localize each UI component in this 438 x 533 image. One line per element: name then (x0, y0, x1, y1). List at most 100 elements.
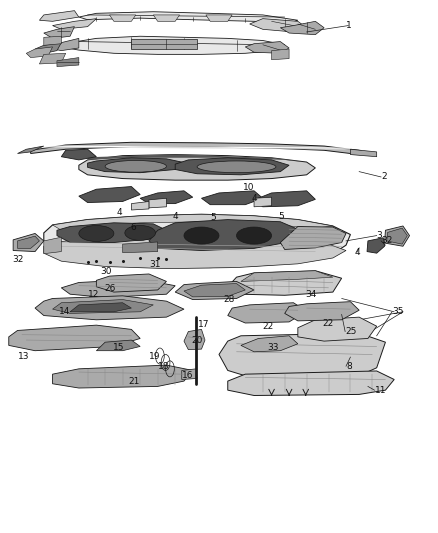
Polygon shape (61, 279, 175, 297)
Text: 4: 4 (116, 208, 122, 216)
Polygon shape (280, 227, 346, 249)
Polygon shape (88, 158, 184, 173)
Polygon shape (53, 300, 153, 313)
Polygon shape (175, 281, 254, 300)
Polygon shape (149, 198, 166, 208)
Polygon shape (350, 149, 377, 157)
Polygon shape (31, 142, 368, 155)
Polygon shape (35, 43, 61, 54)
Polygon shape (250, 19, 307, 32)
Polygon shape (298, 317, 377, 341)
Text: 2: 2 (381, 173, 387, 181)
Polygon shape (153, 15, 180, 21)
Text: 32: 32 (12, 255, 24, 263)
Text: 31: 31 (149, 261, 160, 269)
Polygon shape (228, 371, 394, 395)
Polygon shape (110, 15, 136, 21)
Polygon shape (131, 201, 149, 210)
Polygon shape (228, 271, 342, 295)
Text: 35: 35 (392, 308, 403, 316)
Ellipse shape (125, 225, 155, 240)
Text: 19: 19 (149, 352, 160, 360)
Text: 10: 10 (243, 183, 254, 192)
Polygon shape (272, 49, 289, 60)
Polygon shape (44, 236, 346, 269)
Text: 1: 1 (346, 21, 352, 30)
Text: 20: 20 (192, 336, 203, 344)
Polygon shape (44, 237, 61, 254)
Polygon shape (184, 329, 205, 350)
Polygon shape (175, 158, 289, 175)
Polygon shape (35, 296, 184, 320)
Polygon shape (149, 220, 298, 251)
Polygon shape (57, 58, 79, 67)
Polygon shape (53, 365, 193, 388)
Polygon shape (228, 303, 307, 323)
Polygon shape (61, 149, 96, 160)
Polygon shape (140, 191, 193, 204)
Ellipse shape (197, 161, 276, 173)
Text: 22: 22 (262, 322, 273, 330)
Polygon shape (201, 191, 263, 205)
Text: 8: 8 (346, 362, 352, 370)
Text: 22: 22 (322, 319, 333, 328)
Polygon shape (280, 21, 324, 35)
Polygon shape (13, 233, 44, 252)
Text: 12: 12 (88, 290, 99, 299)
Polygon shape (9, 325, 140, 351)
Text: 26: 26 (104, 285, 116, 293)
Polygon shape (88, 155, 307, 162)
Text: 3: 3 (377, 231, 382, 240)
Text: 4: 4 (252, 194, 258, 203)
Ellipse shape (184, 227, 219, 244)
Polygon shape (96, 340, 140, 351)
Text: 6: 6 (131, 223, 136, 232)
Polygon shape (131, 39, 197, 49)
Polygon shape (387, 228, 407, 244)
Polygon shape (385, 226, 410, 246)
Text: 14: 14 (59, 308, 71, 316)
Polygon shape (18, 146, 44, 154)
Polygon shape (206, 15, 232, 21)
Polygon shape (39, 11, 79, 21)
Text: 25: 25 (345, 327, 357, 336)
Polygon shape (18, 236, 39, 248)
Polygon shape (367, 238, 385, 253)
Polygon shape (70, 303, 131, 312)
Polygon shape (285, 302, 359, 321)
Text: 15: 15 (113, 343, 124, 352)
Polygon shape (241, 271, 333, 281)
Polygon shape (61, 36, 285, 54)
Text: 28: 28 (223, 295, 235, 304)
Polygon shape (184, 284, 245, 297)
Polygon shape (26, 47, 53, 58)
Polygon shape (254, 191, 315, 207)
Polygon shape (245, 42, 289, 53)
Polygon shape (254, 197, 272, 207)
Polygon shape (241, 336, 298, 352)
Polygon shape (79, 155, 315, 180)
Polygon shape (53, 214, 333, 230)
Text: 30: 30 (100, 267, 111, 276)
Text: 4: 4 (173, 212, 179, 221)
Polygon shape (57, 223, 166, 243)
Text: 11: 11 (374, 386, 386, 394)
Text: 33: 33 (267, 343, 279, 352)
Polygon shape (219, 333, 385, 378)
Text: 5: 5 (210, 214, 216, 222)
Polygon shape (48, 38, 79, 51)
Polygon shape (53, 19, 96, 29)
Text: 18: 18 (158, 362, 169, 370)
Polygon shape (44, 214, 350, 268)
Text: 5: 5 (278, 212, 284, 221)
Text: 16: 16 (182, 372, 193, 380)
Polygon shape (44, 27, 74, 38)
Polygon shape (123, 242, 158, 253)
Polygon shape (79, 12, 298, 23)
Text: 32: 32 (381, 237, 392, 245)
Ellipse shape (237, 227, 272, 244)
Polygon shape (96, 274, 166, 292)
Text: 17: 17 (198, 320, 209, 328)
Polygon shape (182, 369, 197, 379)
Polygon shape (79, 187, 140, 203)
